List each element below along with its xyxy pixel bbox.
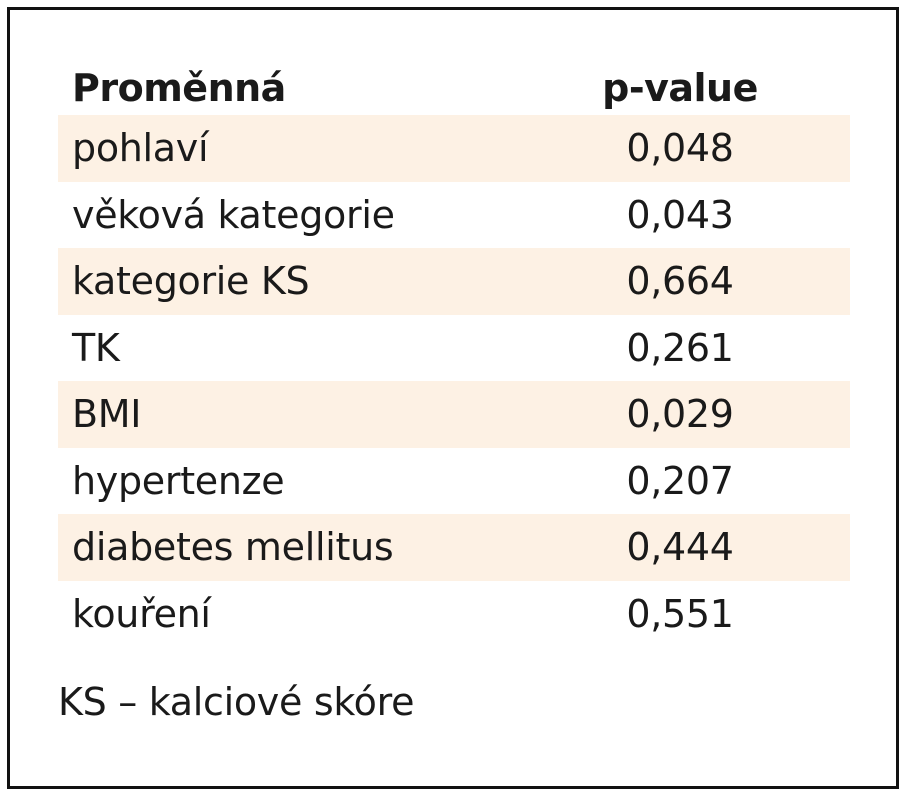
table-row: diabetes mellitus 0,444	[58, 514, 850, 581]
table-body: pohlaví 0,048 věková kategorie 0,043 kat…	[58, 115, 850, 647]
header-variable: Proměnná	[72, 66, 286, 110]
table-row: kategorie KS 0,664	[58, 248, 850, 315]
table-frame: Proměnná p-value pohlaví 0,048 věková ka…	[7, 7, 899, 789]
row-variable: kategorie KS	[72, 259, 310, 303]
row-pvalue: 0,207	[626, 458, 734, 503]
table-row: věková kategorie 0,043	[58, 182, 850, 249]
row-pvalue: 0,029	[626, 392, 734, 436]
header-pvalue: p-value	[602, 66, 758, 110]
row-variable: pohlaví	[72, 126, 209, 170]
table-row: TK 0,261	[58, 315, 850, 382]
row-variable: věková kategorie	[72, 192, 395, 237]
row-variable: kouření	[72, 591, 211, 636]
row-variable: hypertenze	[72, 458, 285, 503]
row-pvalue: 0,048	[626, 126, 734, 170]
table-footnote: KS – kalciové skóre	[58, 680, 415, 724]
row-pvalue: 0,043	[626, 192, 734, 237]
table-header: Proměnná p-value	[10, 58, 896, 118]
table-row: hypertenze 0,207	[58, 448, 850, 515]
row-variable: BMI	[72, 392, 142, 436]
row-pvalue: 0,261	[626, 325, 734, 370]
row-variable: TK	[72, 325, 120, 370]
row-pvalue: 0,664	[626, 259, 734, 303]
table-row: pohlaví 0,048	[58, 115, 850, 182]
row-pvalue: 0,551	[626, 591, 734, 636]
row-pvalue: 0,444	[626, 525, 734, 569]
table-row: BMI 0,029	[58, 381, 850, 448]
table-row: kouření 0,551	[58, 581, 850, 648]
row-variable: diabetes mellitus	[72, 525, 394, 569]
